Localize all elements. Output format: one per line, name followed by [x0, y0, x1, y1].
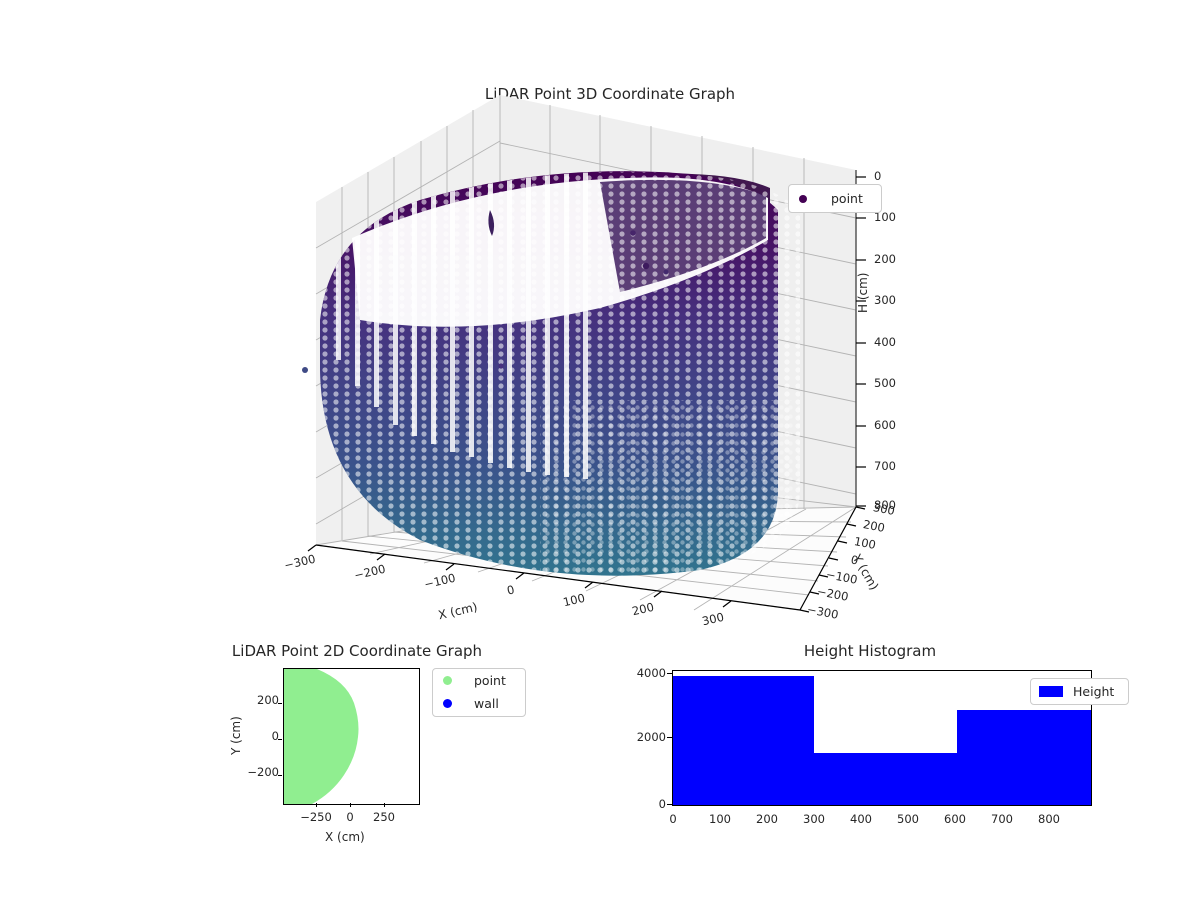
axis-label-h: H (cm)	[856, 272, 870, 314]
outlier-point	[642, 262, 650, 270]
tick-hist-x-500: 500	[897, 812, 919, 826]
legend-swatch-height-icon	[1039, 686, 1063, 697]
plot-2d-legend[interactable]: point wall	[432, 668, 526, 717]
tickmark-2d-y1	[278, 703, 282, 705]
plot-2d-panel: LiDAR Point 2D Coordinate Graph 200 0 −2…	[185, 640, 565, 870]
legend-item-point[interactable]: point	[433, 669, 525, 692]
outlier-point	[302, 367, 308, 373]
tick-2d-y-0: 0	[271, 729, 279, 743]
tick-hist-y-2000: 2000	[636, 730, 666, 744]
tickmark-2d-x3	[384, 803, 386, 807]
legend-item-point[interactable]: point	[789, 185, 881, 212]
legend-marker-point-icon	[799, 194, 807, 203]
plot-3d-legend[interactable]: point	[788, 184, 882, 213]
tick-hist-x-700: 700	[991, 812, 1013, 826]
plot-3d-title: LiDAR Point 3D Coordinate Graph	[484, 85, 736, 103]
tick-hist-x-400: 400	[850, 812, 872, 826]
tick-z-200: 200	[874, 252, 896, 266]
outlier-cluster	[488, 210, 495, 236]
axis-label-2d-y: Y (cm)	[229, 716, 243, 755]
legend-label-wall: wall	[474, 696, 499, 711]
outlier-point	[663, 269, 669, 275]
tickmark-2d-x2	[350, 803, 352, 807]
tick-z-300: 300	[874, 293, 896, 307]
legend-label-height: Height	[1073, 684, 1115, 699]
tickmark-hist-y3	[667, 804, 672, 806]
tick-2d-x-0: 0	[346, 810, 354, 824]
tick-2d-x--250: −250	[300, 810, 332, 824]
outlier-point	[630, 230, 636, 236]
tick-2d-x-250: 250	[373, 810, 395, 824]
tickmark-2d-x1	[316, 803, 318, 807]
axis-x-spine	[315, 544, 801, 611]
tickmark-2d-y2	[278, 739, 282, 741]
legend-item-wall[interactable]: wall	[433, 692, 525, 715]
axis-z-ticks	[856, 176, 866, 507]
tick-hist-x-800: 800	[1038, 812, 1060, 826]
histogram-panel: Height Histogram 4000 2000 0 0 100 200 3…	[620, 640, 1140, 870]
point-cloud	[302, 171, 800, 576]
legend-label-point: point	[831, 191, 863, 206]
histogram-bar[interactable]	[814, 753, 957, 805]
histogram-legend[interactable]: Height	[1030, 678, 1129, 705]
plot-2d-title: LiDAR Point 2D Coordinate Graph	[231, 642, 483, 660]
axis-y-ticks	[799, 506, 866, 613]
histogram-bar[interactable]	[957, 710, 1091, 805]
legend-label-point: point	[474, 673, 506, 688]
histogram-title: Height Histogram	[803, 642, 937, 660]
tick-z-700: 700	[874, 459, 896, 473]
tick-hist-x-300: 300	[803, 812, 825, 826]
histogram-bar[interactable]	[673, 676, 814, 805]
tick-hist-y-4000: 4000	[636, 666, 666, 680]
tick-2d-y-200: 200	[257, 693, 279, 707]
tick-z-100: 100	[874, 210, 896, 224]
axis-label-2d-x: X (cm)	[325, 830, 365, 844]
tick-hist-x-100: 100	[709, 812, 731, 826]
axis-x-ticks	[307, 544, 732, 608]
tick-hist-x-600: 600	[944, 812, 966, 826]
tickmark-2d-y3	[278, 775, 282, 777]
plot-3d-panel: LiDAR Point 3D Coordinate Graph	[283, 70, 920, 650]
tickmark-hist-y2	[667, 737, 672, 739]
tick-hist-y-0: 0	[658, 797, 666, 811]
tick-z-600: 600	[874, 418, 896, 432]
plot-3d-canvas	[302, 95, 866, 613]
legend-item-height[interactable]: Height	[1031, 679, 1128, 704]
legend-marker-point-icon	[443, 676, 452, 685]
tick-z-800: 800	[874, 498, 896, 512]
histogram-axes[interactable]	[672, 670, 1092, 806]
outlier-point	[498, 363, 504, 369]
tick-2d-y--200: −200	[247, 765, 279, 779]
tick-hist-x-0: 0	[669, 812, 677, 826]
tick-z-0: 0	[874, 169, 882, 183]
plot-2d-axes[interactable]	[283, 668, 420, 805]
tickmark-hist-y1	[667, 673, 672, 675]
axis-y-spine	[799, 506, 857, 611]
point-cloud-2d	[284, 669, 359, 804]
legend-marker-wall-icon	[443, 699, 452, 708]
tick-hist-x-200: 200	[756, 812, 778, 826]
tick-z-400: 400	[874, 335, 896, 349]
tick-z-500: 500	[874, 376, 896, 390]
